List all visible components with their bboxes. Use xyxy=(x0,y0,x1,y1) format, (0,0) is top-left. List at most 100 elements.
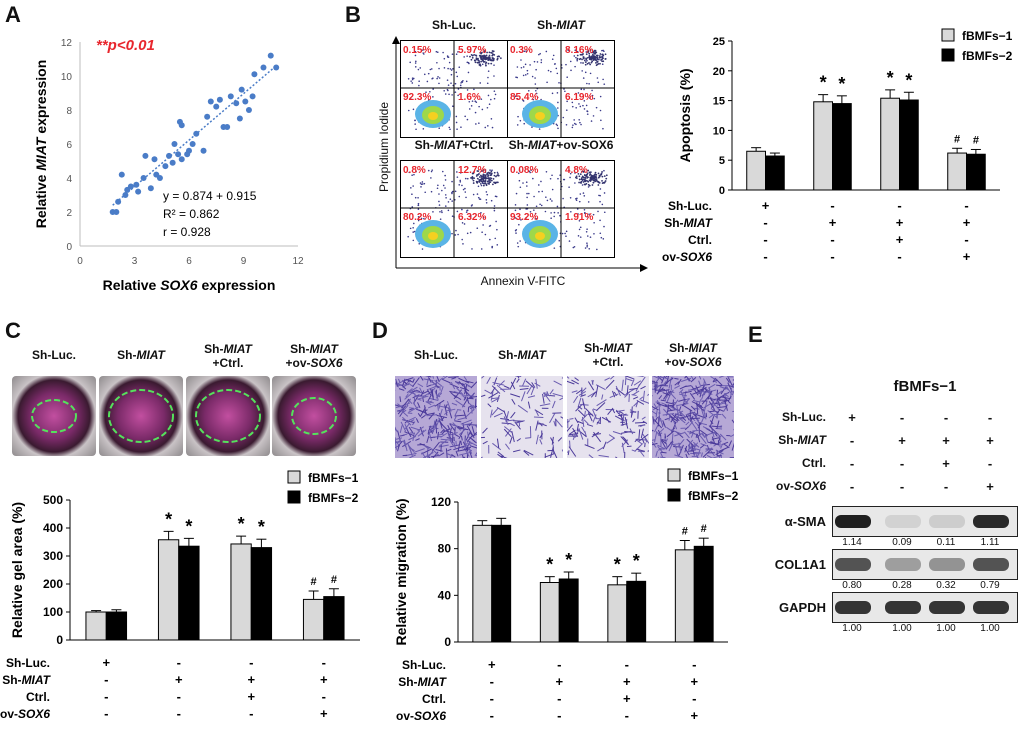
cell-stroke xyxy=(665,401,676,405)
scatter-point xyxy=(166,152,173,159)
cell-stroke xyxy=(693,442,699,449)
bar xyxy=(674,549,695,643)
bar xyxy=(765,155,785,191)
event-dot xyxy=(514,95,517,98)
cell-stroke xyxy=(574,377,579,381)
event-dot xyxy=(537,184,540,186)
y-axis-title: Relative migration (%) xyxy=(393,498,409,645)
cell-stroke xyxy=(661,402,673,408)
event-dot xyxy=(476,177,479,180)
cell-stroke xyxy=(425,412,435,416)
cell-stroke xyxy=(695,403,704,411)
event-dot xyxy=(574,182,576,184)
cell-stroke xyxy=(654,424,659,433)
gel-boundary xyxy=(195,389,261,443)
scatter-point xyxy=(178,156,185,163)
event-dot xyxy=(594,180,597,183)
event-dot xyxy=(555,123,558,126)
cell-stroke xyxy=(674,454,684,458)
cell-stroke xyxy=(687,439,694,446)
bar xyxy=(607,584,628,643)
event-dot xyxy=(432,88,434,90)
header-line: +ov-SOX6 xyxy=(285,356,343,370)
cell-stroke xyxy=(668,415,671,421)
event-dot xyxy=(596,77,599,79)
cell-stroke xyxy=(702,408,707,420)
cell-stroke xyxy=(404,431,414,437)
y-tick-label: 100 xyxy=(43,605,63,619)
event-dot xyxy=(483,50,486,52)
event-dot xyxy=(430,190,433,193)
cell-stroke xyxy=(633,396,639,400)
cell-stroke xyxy=(592,433,602,436)
event-dot xyxy=(471,248,473,250)
event-dot xyxy=(444,179,447,181)
event-dot xyxy=(486,193,489,196)
cell-stroke xyxy=(652,406,659,411)
event-dot xyxy=(573,246,576,248)
scatter-point xyxy=(267,52,274,59)
label-part: SOX6 xyxy=(18,707,50,721)
event-dot xyxy=(490,98,492,101)
event-dot xyxy=(576,59,579,62)
event-dot xyxy=(408,171,411,174)
event-dot xyxy=(417,215,420,218)
event-dot xyxy=(468,108,471,110)
event-dot xyxy=(466,89,469,91)
cell-stroke xyxy=(397,405,407,415)
event-dot xyxy=(473,177,476,180)
event-dot xyxy=(491,54,494,57)
event-dot xyxy=(579,193,582,195)
design-row-label: ov-SOX6 xyxy=(0,707,50,721)
y-tick-label: 500 xyxy=(43,493,63,507)
cell-stroke xyxy=(656,399,661,407)
event-dot xyxy=(582,181,585,183)
cell-stroke xyxy=(655,410,658,418)
event-dot xyxy=(592,59,595,62)
quadrant-value: 12.7% xyxy=(458,165,486,176)
event-dot xyxy=(425,91,427,94)
cell-stroke xyxy=(638,433,649,442)
event-dot xyxy=(525,181,528,184)
event-dot xyxy=(493,97,496,100)
event-dot xyxy=(556,124,559,127)
scatter-point xyxy=(162,163,169,170)
event-dot xyxy=(591,60,594,63)
cell-stroke xyxy=(687,421,694,429)
population-center xyxy=(535,112,545,120)
event-dot xyxy=(588,97,591,99)
cell-stroke xyxy=(412,377,420,388)
event-dot xyxy=(456,171,458,173)
cell-stroke xyxy=(682,417,687,422)
event-dot xyxy=(488,54,491,57)
cell-stroke xyxy=(461,442,473,449)
event-dot xyxy=(585,58,588,61)
cell-stroke xyxy=(633,380,642,386)
cell-stroke xyxy=(731,382,734,388)
event-dot xyxy=(583,183,586,186)
event-dot xyxy=(456,210,459,213)
cell-stroke xyxy=(709,416,715,428)
bar xyxy=(105,611,128,641)
cell-stroke xyxy=(708,414,714,419)
gene-name: SOX6 xyxy=(689,355,722,369)
cell-stroke xyxy=(567,420,571,423)
event-dot xyxy=(598,181,600,184)
event-dot xyxy=(568,186,570,188)
event-dot xyxy=(485,64,487,67)
event-dot xyxy=(407,235,409,238)
event-dot xyxy=(585,53,588,56)
cell-stroke xyxy=(568,429,576,436)
event-dot xyxy=(569,196,572,199)
event-dot xyxy=(498,55,501,58)
cell-stroke xyxy=(535,434,539,445)
event-dot xyxy=(487,76,489,79)
x-tick-label: 3 xyxy=(132,256,138,267)
event-dot xyxy=(451,105,454,108)
cell-stroke xyxy=(436,376,440,383)
event-dot xyxy=(496,244,499,246)
cell-stroke xyxy=(449,454,453,458)
event-dot xyxy=(411,174,413,177)
event-dot xyxy=(600,119,602,122)
event-dot xyxy=(471,54,474,57)
